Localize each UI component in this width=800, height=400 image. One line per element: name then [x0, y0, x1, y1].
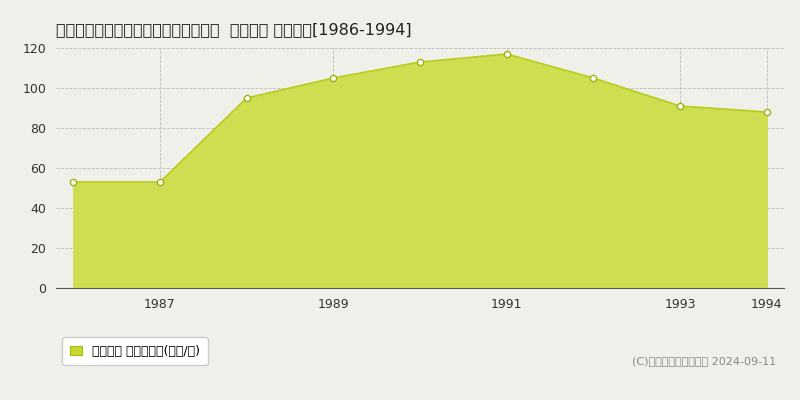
- Point: [154, 179, 166, 185]
- Text: 埼玉県春日部市千間１丁目６５番２外  地価公示 地価推移[1986-1994]: 埼玉県春日部市千間１丁目６５番２外 地価公示 地価推移[1986-1994]: [56, 22, 412, 37]
- Point: [67, 179, 80, 185]
- Point: [327, 75, 340, 81]
- Point: [240, 95, 253, 101]
- Text: (C)土地価格ドットコム 2024-09-11: (C)土地価格ドットコム 2024-09-11: [632, 356, 776, 366]
- Legend: 地価公示 平均坂単価(万円/坂): 地価公示 平均坂単価(万円/坂): [62, 338, 208, 366]
- Point: [500, 51, 513, 57]
- Point: [587, 75, 600, 81]
- Point: [414, 59, 426, 65]
- Point: [760, 109, 773, 115]
- Point: [674, 103, 686, 109]
